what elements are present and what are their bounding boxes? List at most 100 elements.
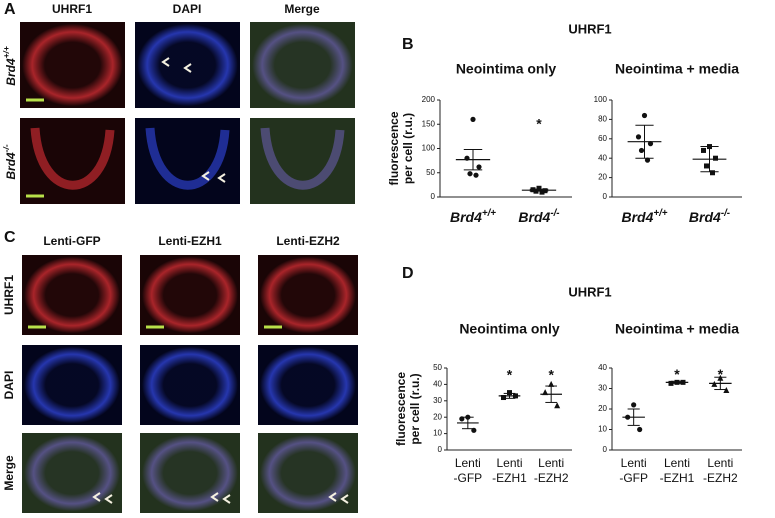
tissue [140, 433, 240, 513]
x-tick-label: Brd4+/+ [621, 208, 667, 225]
label-sup: -/- [550, 208, 559, 219]
x-tick-label-line: -GFP [619, 471, 648, 485]
chart-subtitle: Neointima only [456, 61, 557, 77]
y-axis-label: fluorescenceper cell (r.u.) [394, 372, 422, 446]
label-base: Brd4 [450, 209, 482, 225]
data-point [501, 395, 506, 401]
column-header: Merge [284, 2, 320, 16]
x-tick-label: Lenti -GFP [453, 456, 482, 485]
label-sup: +/+ [653, 208, 667, 219]
tissue [22, 433, 122, 513]
data-point [641, 112, 648, 119]
vessel [22, 23, 123, 107]
data-point [554, 402, 561, 409]
row-label: DAPI [2, 371, 16, 400]
y-tick-label: 40 [598, 153, 607, 162]
y-axis-label-line: per cell (r.u.) [408, 373, 422, 444]
arrowhead [161, 57, 170, 67]
x-tick-label: Brd4-/- [518, 208, 559, 225]
y-axis-label-line: fluorescence [394, 372, 408, 446]
row-label: Brd4+/+ [1, 46, 18, 86]
data-point [536, 185, 542, 191]
label-base: Brd4 [4, 152, 18, 180]
data-point [710, 170, 715, 176]
arrowhead [210, 492, 219, 502]
arrowhead [222, 494, 231, 504]
chart-subtitle: Neointima only [459, 321, 560, 337]
data-point [635, 134, 642, 140]
label-sup: +/+ [482, 208, 496, 219]
x-tick-label-line: Lenti [538, 456, 564, 470]
data-point [638, 147, 645, 154]
y-tick-label: 50 [433, 363, 442, 372]
data-point [476, 164, 482, 170]
x-tick-label-line: Lenti [707, 456, 733, 470]
y-axis-label-line: fluorescence [387, 111, 401, 185]
x-tick-label: Lenti -GFP [619, 456, 648, 485]
vessel [260, 256, 356, 334]
x-tick-label: Lenti -EZH1 [492, 456, 527, 485]
data-point [647, 141, 654, 147]
vessel [24, 346, 120, 424]
x-tick-label-line: -EZH1 [492, 471, 527, 485]
y-tick-label: 0 [603, 445, 608, 454]
column-header: Lenti-EZH2 [276, 234, 340, 248]
data-point [631, 402, 637, 408]
data-point [539, 189, 545, 195]
y-tick-label: 30 [598, 384, 607, 393]
y-tick-label: 100 [594, 95, 608, 104]
tissue [250, 22, 355, 108]
arrowhead [340, 494, 349, 504]
row-label: UHRF1 [2, 275, 16, 315]
x-tick-label-line: Lenti [496, 456, 522, 470]
x-tick-label-line: Lenti [621, 456, 647, 470]
y-tick-label: 150 [422, 119, 436, 128]
y-axis-label-line: per cell (r.u.) [401, 113, 415, 184]
vessel [142, 256, 238, 334]
column-header: DAPI [173, 2, 202, 16]
data-point [507, 390, 512, 396]
y-tick-label: 60 [598, 134, 607, 143]
y-tick-label: 20 [598, 173, 607, 182]
y-axis-label: fluorescenceper cell (r.u.) [387, 111, 415, 185]
x-tick-label-line: -EZH2 [703, 471, 738, 485]
significance-marker: * [548, 367, 554, 383]
x-tick-label-line: Lenti [664, 456, 690, 470]
vessel [260, 127, 345, 190]
x-tick-label-line: -EZH1 [660, 471, 695, 485]
vessel [30, 127, 115, 190]
row-label: Merge [2, 455, 16, 491]
label-sup: -/- [1, 144, 11, 152]
significance-marker: * [718, 366, 724, 382]
label-sup: -/- [721, 208, 730, 219]
y-tick-label: 30 [433, 396, 442, 405]
arrowhead [104, 494, 113, 504]
label-base: Brd4 [4, 58, 18, 86]
arrowhead [328, 492, 337, 502]
x-tick-label-line: -EZH2 [534, 471, 569, 485]
y-tick-label: 20 [598, 404, 607, 413]
y-tick-label: 10 [598, 425, 607, 434]
data-point [644, 157, 651, 163]
y-tick-label: 40 [433, 380, 442, 389]
x-tick-label: Brd4-/- [689, 208, 730, 225]
data-point [637, 426, 643, 433]
vessel [145, 127, 230, 190]
data-point [470, 116, 476, 122]
y-tick-label: 20 [433, 412, 442, 421]
data-point [542, 389, 549, 396]
x-tick-label-line: Lenti [455, 456, 481, 470]
label-base: Brd4 [518, 209, 550, 225]
row-label: Brd4-/- [1, 144, 18, 179]
data-point [473, 172, 479, 178]
y-tick-label: 100 [422, 144, 436, 153]
data-point [723, 387, 730, 394]
significance-marker: * [674, 366, 680, 382]
panel-title: UHRF1 [568, 21, 611, 36]
data-point [701, 147, 706, 153]
data-point [467, 171, 473, 177]
y-tick-label: 10 [433, 429, 442, 438]
data-point [548, 380, 555, 387]
arrowhead [183, 63, 192, 73]
x-tick-label: Brd4+/+ [450, 208, 496, 225]
